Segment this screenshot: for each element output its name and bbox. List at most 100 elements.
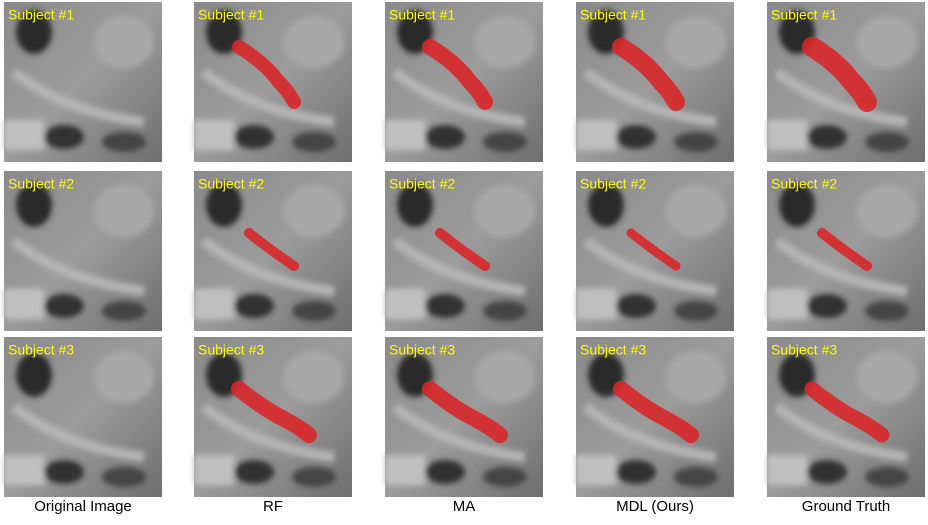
tissue-band: [10, 237, 145, 296]
subject-label: Subject #2: [389, 176, 455, 192]
bright-region: [666, 16, 726, 68]
dark-region: [425, 460, 465, 484]
bright-region: [4, 289, 44, 319]
tissue-band: [773, 403, 908, 462]
bright-region: [284, 185, 344, 237]
dark-region: [234, 125, 274, 149]
mri-structures: [767, 183, 917, 321]
bright-region: [767, 455, 807, 485]
dark-region: [674, 132, 718, 152]
dark-region: [674, 301, 718, 321]
column-caption: RF: [263, 498, 283, 515]
tissue-band: [582, 403, 717, 462]
bright-region: [475, 16, 535, 68]
subject-label: Subject #1: [580, 7, 646, 23]
bright-region: [666, 351, 726, 403]
segmentation: [804, 381, 890, 443]
bright-region: [385, 289, 425, 319]
bright-region: [857, 185, 917, 237]
segmentation: [422, 381, 508, 443]
bright-region: [4, 455, 44, 485]
mri-structures: [194, 183, 344, 321]
image-cell: Subject #1: [385, 2, 543, 162]
dark-region: [865, 132, 909, 152]
tissue-band: [200, 68, 335, 127]
dark-region: [292, 132, 336, 152]
subject-label: Subject #3: [771, 342, 837, 358]
image-cell: Subject #3: [4, 337, 162, 497]
bright-region: [94, 16, 154, 68]
mri-structures: [385, 10, 535, 152]
mri-structures: [576, 183, 726, 321]
mri-structures: [194, 351, 344, 487]
dark-region: [234, 294, 274, 318]
bright-region: [767, 120, 807, 150]
image-cell: Subject #3: [385, 337, 543, 497]
subject-label: Subject #1: [198, 7, 264, 23]
dark-region: [616, 460, 656, 484]
bright-region: [857, 351, 917, 403]
dark-region: [102, 132, 146, 152]
bright-region: [857, 16, 917, 68]
dark-region: [425, 294, 465, 318]
tissue-band: [582, 237, 717, 296]
segmentation: [613, 381, 699, 443]
dark-region: [44, 460, 84, 484]
dark-region: [16, 183, 52, 227]
dark-region: [483, 301, 527, 321]
subject-label: Subject #3: [8, 342, 74, 358]
image-cell: Subject #2: [576, 171, 734, 331]
mri-structures: [4, 351, 154, 487]
dark-region: [206, 10, 242, 54]
segmentation: [231, 381, 317, 443]
bright-region: [194, 120, 234, 150]
dark-region: [102, 467, 146, 487]
tissue-band: [773, 237, 908, 296]
dark-region: [44, 294, 84, 318]
subject-label: Subject #2: [580, 176, 646, 192]
bright-region: [385, 120, 425, 150]
subject-label: Subject #2: [771, 176, 837, 192]
dark-region: [674, 467, 718, 487]
bright-region: [4, 120, 44, 150]
bright-region: [194, 289, 234, 319]
tissue-band: [200, 237, 335, 296]
dark-region: [292, 301, 336, 321]
dark-region: [44, 125, 84, 149]
image-cell: Subject #1: [194, 2, 352, 162]
image-cell: Subject #3: [767, 337, 925, 497]
dark-region: [865, 301, 909, 321]
column-caption: MDL (Ours): [616, 498, 694, 515]
tissue-band: [773, 68, 908, 127]
bright-region: [475, 185, 535, 237]
dark-region: [807, 125, 847, 149]
tissue-band: [391, 237, 526, 296]
tissue-band: [582, 68, 717, 127]
tissue-band: [391, 68, 526, 127]
bright-region: [385, 455, 425, 485]
mri-structures: [767, 351, 917, 487]
bright-region: [576, 289, 616, 319]
bright-region: [666, 185, 726, 237]
dark-region: [16, 10, 52, 54]
dark-region: [483, 132, 527, 152]
tissue-band: [10, 403, 145, 462]
tissue-band: [391, 403, 526, 462]
dark-region: [483, 467, 527, 487]
subject-label: Subject #2: [8, 176, 74, 192]
image-cell: Subject #2: [4, 171, 162, 331]
dark-region: [807, 294, 847, 318]
subject-label: Subject #1: [8, 7, 74, 23]
dark-region: [16, 353, 52, 397]
dark-region: [425, 125, 465, 149]
dark-region: [102, 301, 146, 321]
bright-region: [576, 120, 616, 150]
segmentation: [435, 228, 490, 271]
dark-region: [779, 183, 815, 227]
subject-label: Subject #1: [389, 7, 455, 23]
bright-region: [94, 185, 154, 237]
mri-structures: [385, 183, 535, 321]
dark-region: [616, 294, 656, 318]
